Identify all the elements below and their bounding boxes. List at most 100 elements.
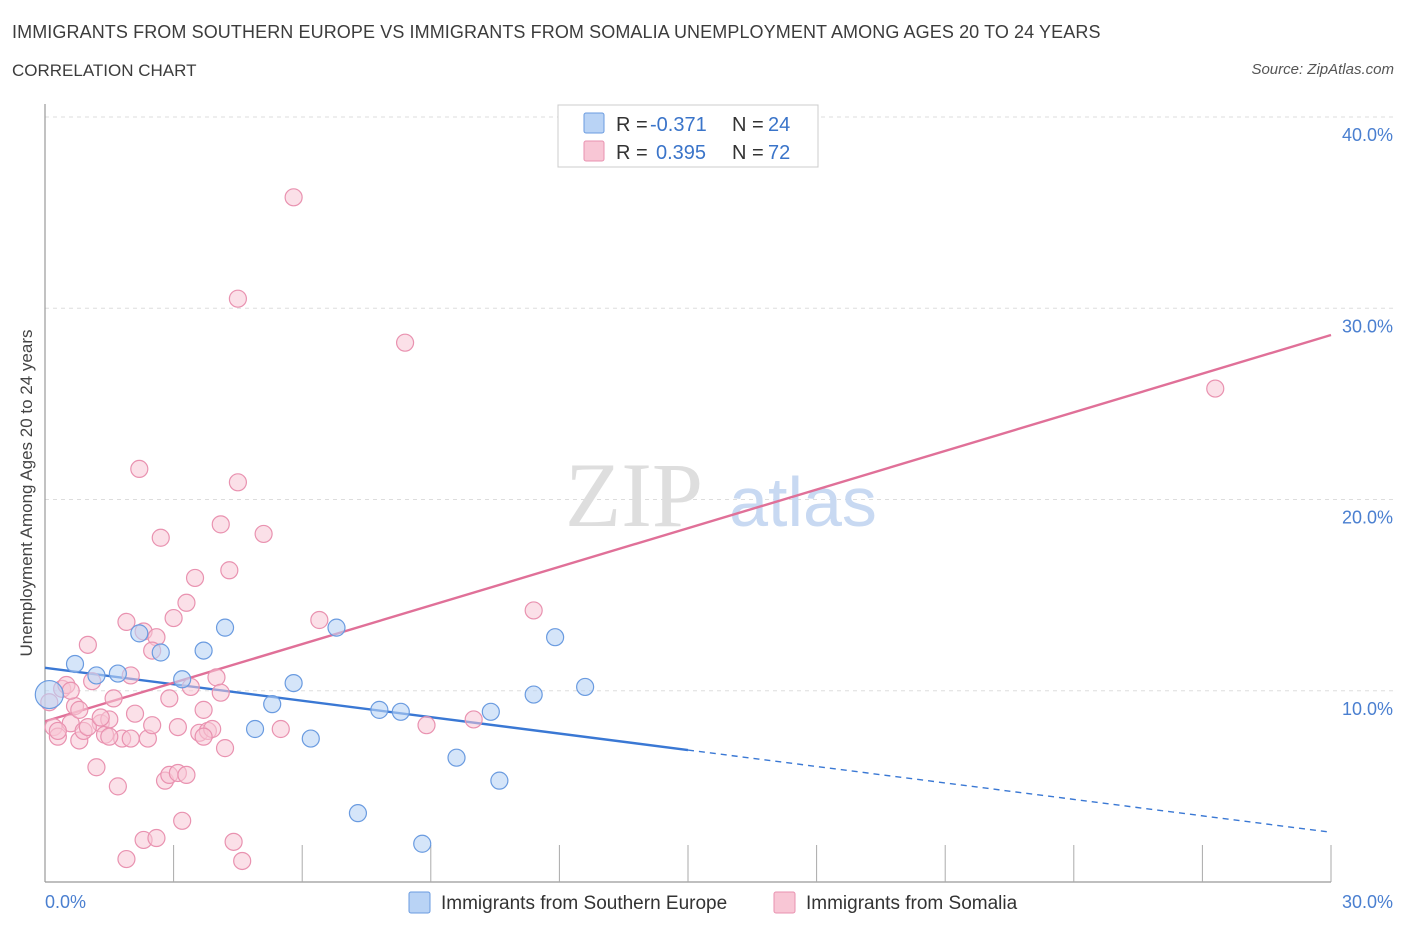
legend-n-value-1: 24: [768, 114, 790, 136]
point-somalia-21: [130, 459, 149, 478]
point-somalia-66: [117, 849, 136, 869]
x-axis-ticks: [173, 845, 1332, 882]
point-southern-europe-13: [327, 618, 346, 637]
point-southern-europe-23: [576, 677, 595, 697]
point-somalia-59: [100, 727, 119, 746]
point-somalia-60: [121, 729, 140, 748]
point-somalia-57: [61, 681, 80, 700]
x-tick-label-max: 30.0%: [1342, 892, 1393, 912]
legend-swatch-blue: [583, 112, 605, 134]
point-somalia-70: [70, 700, 89, 719]
legend-n-value-2: 72: [768, 142, 790, 164]
point-southern-europe-7: [194, 641, 213, 660]
point-southern-europe-5: [151, 643, 170, 662]
point-somalia-50: [310, 610, 329, 630]
point-southern-europe-20: [490, 771, 509, 790]
point-southern-europe-2: [87, 666, 106, 685]
point-somalia-52: [417, 716, 436, 735]
watermark-atlas: atlas: [729, 463, 877, 541]
trend-lines: [44, 333, 1332, 833]
series-swatch-southern-europe: [408, 891, 431, 914]
trend-line-somalia: [44, 333, 1332, 723]
point-somalia-39: [207, 668, 226, 687]
point-southern-europe-3: [108, 664, 127, 683]
correlation-legend: R = -0.371 N = 24 R = 0.395 N = 72: [557, 104, 819, 168]
legend-swatch-pink: [583, 140, 605, 162]
point-somalia-45: [228, 473, 247, 492]
watermark: ZIP atlas: [565, 444, 877, 546]
point-somalia-36: [194, 700, 213, 719]
series-swatch-somalia: [773, 891, 796, 914]
chart-subtitle: CORRELATION CHART: [12, 61, 197, 80]
somalia-points: [40, 188, 1225, 871]
y-axis-label: Unemployment Among Ages 20 to 24 years: [17, 330, 36, 657]
watermark-zip: ZIP: [565, 444, 703, 546]
point-somalia-55: [1206, 379, 1225, 398]
point-somalia-40: [211, 515, 230, 534]
point-southern-europe-17: [413, 834, 432, 853]
point-somalia-9: [78, 635, 97, 654]
point-southern-europe-16: [391, 702, 410, 721]
point-southern-europe-0: [34, 679, 64, 710]
point-somalia-42: [220, 561, 239, 580]
point-southern-europe-21: [524, 685, 543, 704]
point-somalia-62: [147, 828, 166, 848]
point-southern-europe-12: [301, 729, 320, 748]
point-somalia-46: [233, 851, 252, 871]
point-somalia-41: [215, 739, 235, 758]
point-southern-europe-22: [546, 628, 565, 647]
point-somalia-69: [211, 683, 230, 702]
y-axis-tick-labels: 10.0% 20.0% 30.0% 40.0%: [1342, 125, 1393, 719]
y-tick-label-40: 40.0%: [1342, 125, 1393, 145]
point-southern-europe-14: [348, 804, 368, 823]
point-southern-europe-4: [130, 624, 149, 643]
source-credit: Source: ZipAtlas.com: [1251, 61, 1394, 78]
legend-r-value-2: 0.395: [656, 142, 706, 164]
point-somalia-15: [104, 689, 123, 708]
legend-r-label-2: R =: [616, 142, 648, 164]
point-southern-europe-15: [370, 700, 389, 719]
point-somalia-26: [151, 528, 170, 547]
point-somalia-18: [117, 612, 136, 632]
legend-r-label-1: R =: [616, 114, 648, 136]
point-somalia-44: [228, 289, 247, 308]
series-label-southern-europe: Immigrants from Southern Europe: [441, 893, 727, 914]
series-label-somalia: Immigrants from Somalia: [806, 893, 1018, 914]
point-somalia-63: [160, 689, 179, 708]
grid-lines: [45, 116, 1393, 692]
point-southern-europe-9: [245, 719, 265, 739]
point-somalia-67: [194, 727, 213, 746]
point-somalia-51: [395, 333, 415, 352]
point-southern-europe-10: [263, 695, 282, 714]
y-tick-label-30: 30.0%: [1342, 316, 1393, 336]
point-somalia-54: [524, 601, 543, 620]
point-somalia-24: [143, 716, 162, 735]
y-tick-label-20: 20.0%: [1342, 508, 1393, 528]
point-southern-europe-1: [65, 654, 85, 674]
point-southern-europe-19: [481, 702, 500, 721]
point-somalia-11: [87, 758, 106, 777]
point-somalia-48: [271, 719, 290, 739]
point-somalia-47: [254, 524, 273, 544]
legend-n-label-1: N =: [732, 114, 764, 136]
point-somalia-31: [173, 811, 192, 830]
point-somalia-32: [177, 593, 196, 612]
x-tick-label-min: 0.0%: [45, 892, 86, 912]
point-somalia-53: [464, 710, 483, 729]
series-legend: Immigrants from Southern Europe Immigran…: [408, 891, 1018, 914]
trend-line-southern-europe-projection: [687, 749, 1332, 833]
y-tick-label-10: 10.0%: [1342, 699, 1393, 719]
point-somalia-34: [185, 568, 205, 588]
point-somalia-43: [224, 832, 243, 851]
trend-line-southern-europe: [44, 666, 689, 752]
point-southern-europe-18: [447, 748, 466, 767]
point-somalia-20: [125, 704, 145, 723]
point-southern-europe-8: [215, 618, 235, 637]
point-somalia-58: [78, 717, 97, 737]
point-southern-europe-6: [173, 670, 192, 689]
point-somalia-65: [177, 765, 196, 785]
point-somalia-56: [48, 721, 67, 741]
chart-title: IMMIGRANTS FROM SOUTHERN EUROPE VS IMMIG…: [12, 22, 1101, 42]
point-somalia-49: [284, 188, 303, 207]
